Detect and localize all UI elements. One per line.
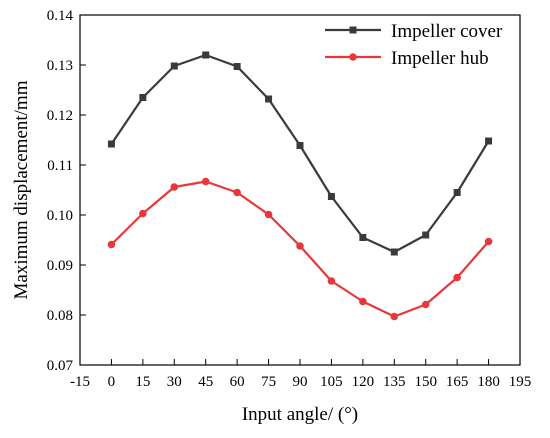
y-tick-label: 0.07	[47, 358, 74, 374]
legend-marker-impeller-hub	[349, 53, 357, 61]
data-point-impeller-hub	[484, 237, 493, 246]
legend-label-impeller-hub: Impeller hub	[391, 48, 489, 69]
data-point-impeller-cover	[139, 94, 147, 101]
data-point-impeller-hub	[107, 240, 116, 249]
x-tick-label: 150	[414, 374, 437, 390]
data-point-impeller-cover	[170, 62, 178, 70]
data-point-impeller-cover	[453, 189, 461, 196]
legend: Impeller cover Impeller hub	[325, 21, 503, 69]
x-tick-label: 45	[198, 374, 213, 390]
y-tick-label: 0.08	[47, 308, 73, 324]
x-axis: -15 0 15 30 45 60 75 90 105 120 135 150 165 180 195	[70, 359, 531, 390]
x-tick-label: 105	[320, 374, 343, 390]
x-tick-label: 75	[261, 374, 276, 390]
series-layer	[107, 51, 493, 321]
x-tick-label: 30	[167, 374, 182, 390]
data-point-impeller-cover	[202, 51, 210, 59]
x-tick-label: 60	[230, 374, 245, 390]
x-tick-label: 120	[352, 374, 375, 390]
y-tick-label: 0.14	[47, 8, 74, 24]
y-axis-title: Maximum displacement/mm	[11, 80, 32, 299]
data-point-impeller-hub	[201, 177, 210, 186]
data-point-impeller-cover	[390, 248, 398, 256]
x-tick-label: -15	[70, 374, 90, 390]
series-line-impeller-cover	[110, 53, 490, 254]
x-tick-label: 0	[108, 374, 116, 390]
y-tick-label: 0.09	[47, 258, 73, 274]
data-point-impeller-hub	[453, 273, 461, 282]
legend-label-impeller-cover: Impeller cover	[391, 21, 503, 42]
data-point-impeller-hub	[421, 300, 430, 309]
x-axis-title: Input angle/ (°)	[242, 404, 358, 425]
y-tick-label: 0.10	[47, 208, 73, 224]
x-tick-label: 195	[509, 374, 532, 390]
data-point-impeller-cover	[327, 193, 335, 200]
legend-marker-impeller-cover	[349, 26, 357, 34]
y-tick-label: 0.12	[47, 108, 73, 124]
y-axis: 0.07 0.08 0.09 0.10 0.11 0.12 0.13 0.14	[47, 8, 86, 374]
y-tick-label: 0.11	[47, 158, 73, 174]
x-tick-label: 135	[383, 374, 406, 390]
data-point-impeller-hub	[233, 188, 241, 197]
x-tick-label: 15	[135, 374, 150, 390]
data-point-impeller-cover	[422, 231, 430, 239]
data-point-impeller-cover	[296, 142, 304, 149]
y-tick-label: 0.13	[47, 58, 73, 74]
data-point-impeller-hub	[296, 242, 304, 250]
data-point-impeller-hub	[327, 277, 336, 285]
data-point-impeller-cover	[359, 234, 367, 241]
data-point-impeller-hub	[170, 183, 179, 191]
data-point-impeller-hub	[139, 209, 147, 218]
data-point-impeller-hub	[359, 297, 367, 306]
x-tick-label: 180	[477, 374, 500, 390]
data-point-impeller-cover	[107, 140, 115, 148]
x-tick-label: 165	[446, 374, 469, 390]
x-tick-label: 90	[293, 374, 308, 390]
data-point-impeller-hub	[264, 210, 273, 219]
data-point-impeller-hub	[390, 312, 399, 321]
data-point-impeller-cover	[265, 95, 273, 103]
data-point-impeller-cover	[233, 63, 241, 70]
data-point-impeller-cover	[485, 137, 493, 145]
